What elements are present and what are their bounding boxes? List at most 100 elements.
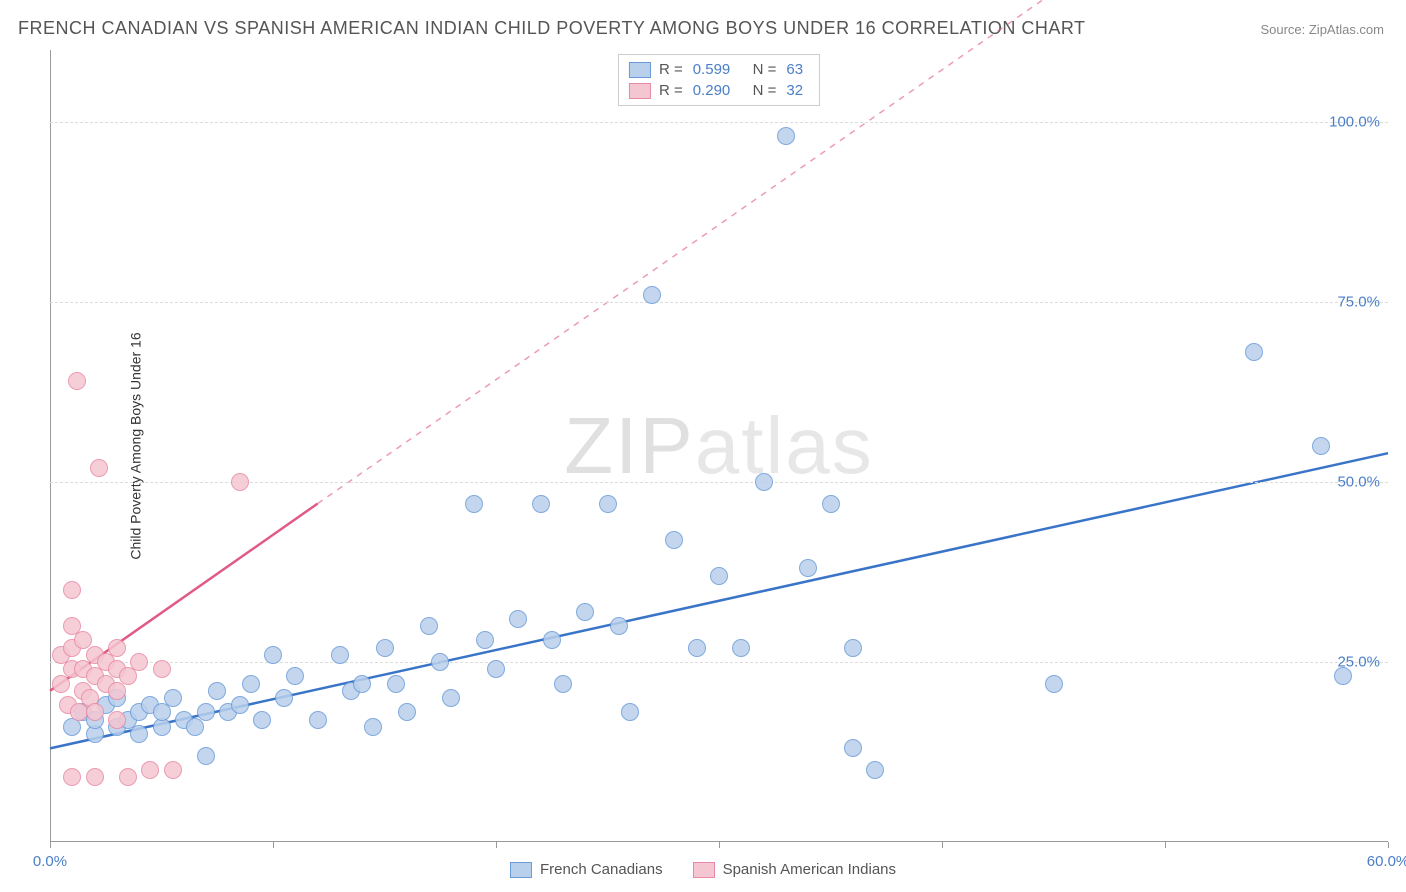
data-point	[153, 660, 171, 678]
data-point	[844, 639, 862, 657]
data-point	[286, 667, 304, 685]
data-point	[231, 696, 249, 714]
data-point	[68, 372, 86, 390]
x-tick-label: 0.0%	[33, 853, 67, 870]
data-point	[543, 631, 561, 649]
data-point	[353, 675, 371, 693]
y-tick-label: 75.0%	[1337, 294, 1380, 311]
chart-title: FRENCH CANADIAN VS SPANISH AMERICAN INDI…	[18, 18, 1086, 39]
source-attribution: Source: ZipAtlas.com	[1260, 22, 1384, 37]
data-point	[599, 495, 617, 513]
source-link[interactable]: ZipAtlas.com	[1309, 22, 1384, 37]
data-point	[331, 646, 349, 664]
data-point	[643, 286, 661, 304]
data-point	[688, 639, 706, 657]
legend-label: Spanish American Indians	[723, 861, 896, 878]
data-point	[197, 747, 215, 765]
data-point	[487, 660, 505, 678]
correlation-legend: R = 0.599 N = 63 R = 0.290 N = 32	[618, 54, 820, 106]
r-label: R =	[659, 82, 683, 99]
trend-lines	[50, 50, 1388, 842]
gridline	[50, 482, 1388, 483]
data-point	[822, 495, 840, 513]
legend-swatch	[629, 83, 651, 99]
data-point	[1312, 437, 1330, 455]
x-tick	[50, 842, 51, 848]
data-point	[130, 725, 148, 743]
data-point	[387, 675, 405, 693]
data-point	[732, 639, 750, 657]
data-point	[554, 675, 572, 693]
data-point	[576, 603, 594, 621]
n-value: 63	[786, 61, 803, 78]
legend-item: Spanish American Indians	[693, 861, 896, 878]
legend-stat-row: R = 0.290 N = 32	[629, 80, 809, 101]
data-point	[208, 682, 226, 700]
n-label: N =	[744, 82, 776, 99]
data-point	[420, 617, 438, 635]
data-point	[532, 495, 550, 513]
data-point	[63, 768, 81, 786]
r-label: R =	[659, 61, 683, 78]
gridline	[50, 662, 1388, 663]
data-point	[63, 581, 81, 599]
data-point	[164, 689, 182, 707]
data-point	[799, 559, 817, 577]
x-tick	[1388, 842, 1389, 848]
data-point	[141, 761, 159, 779]
scatter-plot: ZIPatlas 25.0%50.0%75.0%100.0%0.0%60.0%	[50, 50, 1388, 842]
data-point	[431, 653, 449, 671]
data-point	[253, 711, 271, 729]
data-point	[197, 703, 215, 721]
data-point	[398, 703, 416, 721]
series-legend: French Canadians Spanish American Indians	[510, 861, 896, 878]
data-point	[509, 610, 527, 628]
x-tick	[1165, 842, 1166, 848]
watermark: ZIPatlas	[564, 400, 873, 492]
chart-area: Child Poverty Among Boys Under 16 ZIPatl…	[50, 50, 1388, 842]
data-point	[1245, 343, 1263, 361]
legend-swatch	[510, 862, 532, 878]
data-point	[1045, 675, 1063, 693]
legend-swatch	[693, 862, 715, 878]
y-tick-label: 50.0%	[1337, 474, 1380, 491]
data-point	[844, 739, 862, 757]
data-point	[665, 531, 683, 549]
data-point	[364, 718, 382, 736]
legend-swatch	[629, 62, 651, 78]
x-tick	[942, 842, 943, 848]
data-point	[264, 646, 282, 664]
r-value: 0.599	[693, 61, 731, 78]
data-point	[866, 761, 884, 779]
data-point	[376, 639, 394, 657]
gridline	[50, 302, 1388, 303]
data-point	[442, 689, 460, 707]
data-point	[86, 703, 104, 721]
data-point	[309, 711, 327, 729]
data-point	[130, 653, 148, 671]
data-point	[86, 768, 104, 786]
data-point	[108, 639, 126, 657]
data-point	[119, 768, 137, 786]
legend-label: French Canadians	[540, 861, 663, 878]
data-point	[621, 703, 639, 721]
source-prefix: Source:	[1260, 22, 1308, 37]
data-point	[275, 689, 293, 707]
x-tick	[719, 842, 720, 848]
data-point	[610, 617, 628, 635]
trend-line	[50, 453, 1388, 748]
r-value: 0.290	[693, 82, 731, 99]
data-point	[755, 473, 773, 491]
x-tick-label: 60.0%	[1367, 853, 1406, 870]
data-point	[777, 127, 795, 145]
n-value: 32	[786, 82, 803, 99]
y-axis-line	[50, 50, 51, 842]
data-point	[164, 761, 182, 779]
y-tick-label: 100.0%	[1329, 114, 1380, 131]
data-point	[465, 495, 483, 513]
x-tick	[496, 842, 497, 848]
n-label: N =	[744, 61, 776, 78]
data-point	[710, 567, 728, 585]
data-point	[476, 631, 494, 649]
data-point	[242, 675, 260, 693]
